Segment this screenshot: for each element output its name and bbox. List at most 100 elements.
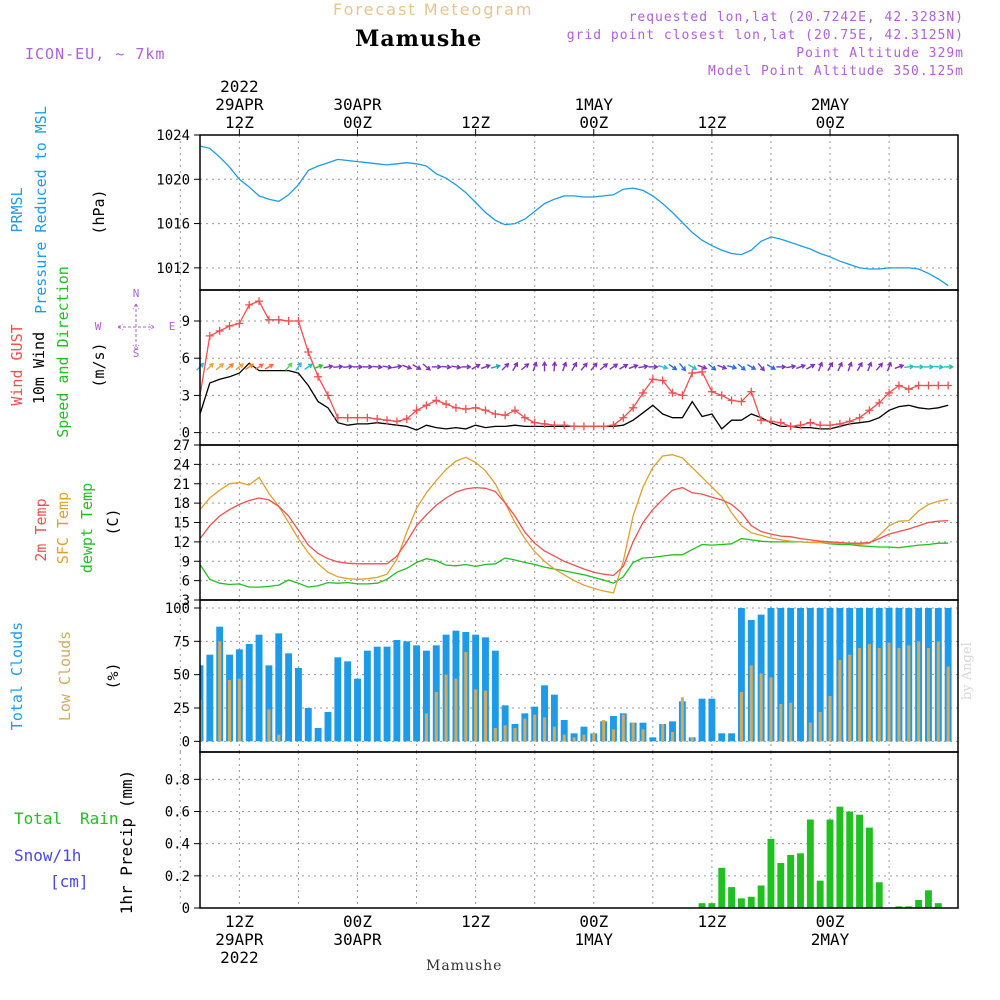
rain-label: Rain	[80, 809, 119, 828]
y-tick-label: 9	[182, 314, 190, 330]
wind-direction-arrow	[837, 361, 843, 372]
total-cloud-bar	[610, 716, 617, 742]
wind-direction-arrow	[817, 361, 824, 372]
total-cloud-bar	[275, 633, 283, 742]
wind-arrow-head	[258, 363, 264, 369]
time-label-bottom: 12Z	[697, 912, 726, 931]
total-cloud-bar	[472, 634, 480, 742]
total-cloud-bar	[669, 721, 676, 742]
wind-direction-arrow	[461, 364, 472, 370]
wind-direction-arrow	[313, 363, 324, 370]
total-cloud-bar	[324, 712, 332, 742]
pressure-line	[199, 145, 949, 287]
gust-marker	[343, 413, 352, 422]
low-cloud-bar	[434, 692, 438, 742]
rain-bar	[698, 903, 706, 908]
rain-bar	[934, 903, 942, 908]
wind-arrow-shaft	[638, 365, 648, 369]
total-cloud-bar	[816, 608, 824, 742]
rain-bar	[856, 814, 864, 908]
low-cloud-bar	[769, 677, 773, 742]
low-cloud-bar	[611, 729, 615, 742]
gust-marker	[501, 411, 510, 420]
y-tick-label: 12	[173, 535, 190, 551]
wind-arrow-head	[592, 362, 598, 368]
wind-direction-arrow	[717, 364, 728, 370]
wind-arrow-head	[929, 364, 935, 370]
gust-marker	[885, 388, 894, 397]
wind-direction-arrow	[776, 364, 787, 370]
wind-arrow-head	[248, 363, 255, 369]
wind-arrow-shaft	[343, 365, 353, 368]
low-cloud-bar	[838, 660, 842, 742]
gust-marker	[914, 381, 923, 390]
wind-arrow-head	[377, 364, 384, 370]
low-cloud-bar	[641, 729, 645, 742]
wind-direction-arrow	[551, 361, 558, 372]
total-cloud-bar	[501, 705, 509, 742]
pressure-label-msl: Pressure Reduced to MSL	[32, 106, 50, 314]
gust-marker	[451, 403, 460, 412]
gust-marker	[274, 315, 283, 324]
wind-direction-arrow	[254, 363, 264, 371]
wind-arrow-head	[387, 364, 393, 370]
low-cloud-bar	[867, 644, 871, 742]
wind-arrow-head	[532, 361, 538, 367]
wind-arrow-head	[513, 361, 519, 367]
time-label-bottom: 1MAY	[575, 930, 614, 949]
wind-arrow-shaft	[235, 363, 244, 371]
wind-arrow-head	[887, 361, 893, 367]
wind-direction-arrow	[599, 363, 609, 371]
wind-direction-arrow	[867, 361, 873, 372]
wind-direction-arrow	[747, 364, 757, 370]
wind-arrow-shaft	[658, 365, 668, 369]
wind-arrow-shaft	[933, 365, 943, 368]
wind-direction-arrow	[894, 363, 905, 370]
time-label-bottom: 00Z	[816, 912, 845, 931]
gust-marker	[511, 406, 520, 415]
wind-arrow-shaft	[886, 362, 892, 372]
wind-arrow-head	[297, 362, 302, 368]
low-cloud-bar	[858, 648, 862, 742]
gust-marker	[924, 381, 933, 390]
wind-direction-arrow	[323, 364, 334, 370]
wind-direction-arrow	[707, 363, 717, 371]
low-clouds-label: Low Clouds	[56, 631, 74, 721]
wind-arrow-head	[662, 364, 669, 370]
wind-arrow-head	[475, 363, 481, 369]
wind-arrow-shaft	[875, 362, 883, 371]
y-tick-label: 9	[182, 554, 190, 570]
rain-bar	[777, 862, 785, 908]
clouds-unit: (%)	[104, 662, 122, 689]
total-cloud-bar	[826, 608, 834, 742]
low-cloud-bar	[503, 725, 507, 742]
wind-arrow-head	[425, 365, 431, 371]
wind-arrow-head	[307, 363, 314, 369]
wind-arrow-shaft	[697, 364, 707, 370]
sfc-temp-line	[199, 454, 949, 594]
wind-direction-arrow	[562, 361, 568, 372]
wind-arrow-shaft	[806, 364, 815, 370]
y-tick-label: 21	[173, 477, 190, 493]
wind-arrow-head	[623, 363, 629, 369]
wind-arrow-shaft	[245, 363, 254, 371]
y-tick-label: 1020	[156, 172, 190, 188]
wind-arrow-shaft	[471, 364, 480, 370]
rain-bar	[718, 867, 726, 908]
gust-marker	[757, 416, 766, 425]
gust-marker	[481, 406, 490, 415]
wind-arrow-head	[602, 363, 609, 368]
wind-direction-arrow	[245, 363, 255, 371]
low-cloud-bar	[493, 728, 497, 742]
wind-direction-arrow	[304, 363, 314, 371]
low-cloud-bar	[739, 692, 743, 742]
pressure-unit: (hPa)	[90, 189, 108, 234]
wind-direction-arrow	[412, 364, 422, 370]
total-cloud-bar	[708, 698, 716, 742]
wind-arrow-head	[338, 364, 344, 370]
panel-frame-precip	[199, 751, 959, 909]
wind-direction-arrow	[943, 364, 955, 370]
gust-marker	[786, 422, 795, 431]
gust-marker	[432, 396, 441, 405]
gust-marker	[865, 406, 874, 415]
